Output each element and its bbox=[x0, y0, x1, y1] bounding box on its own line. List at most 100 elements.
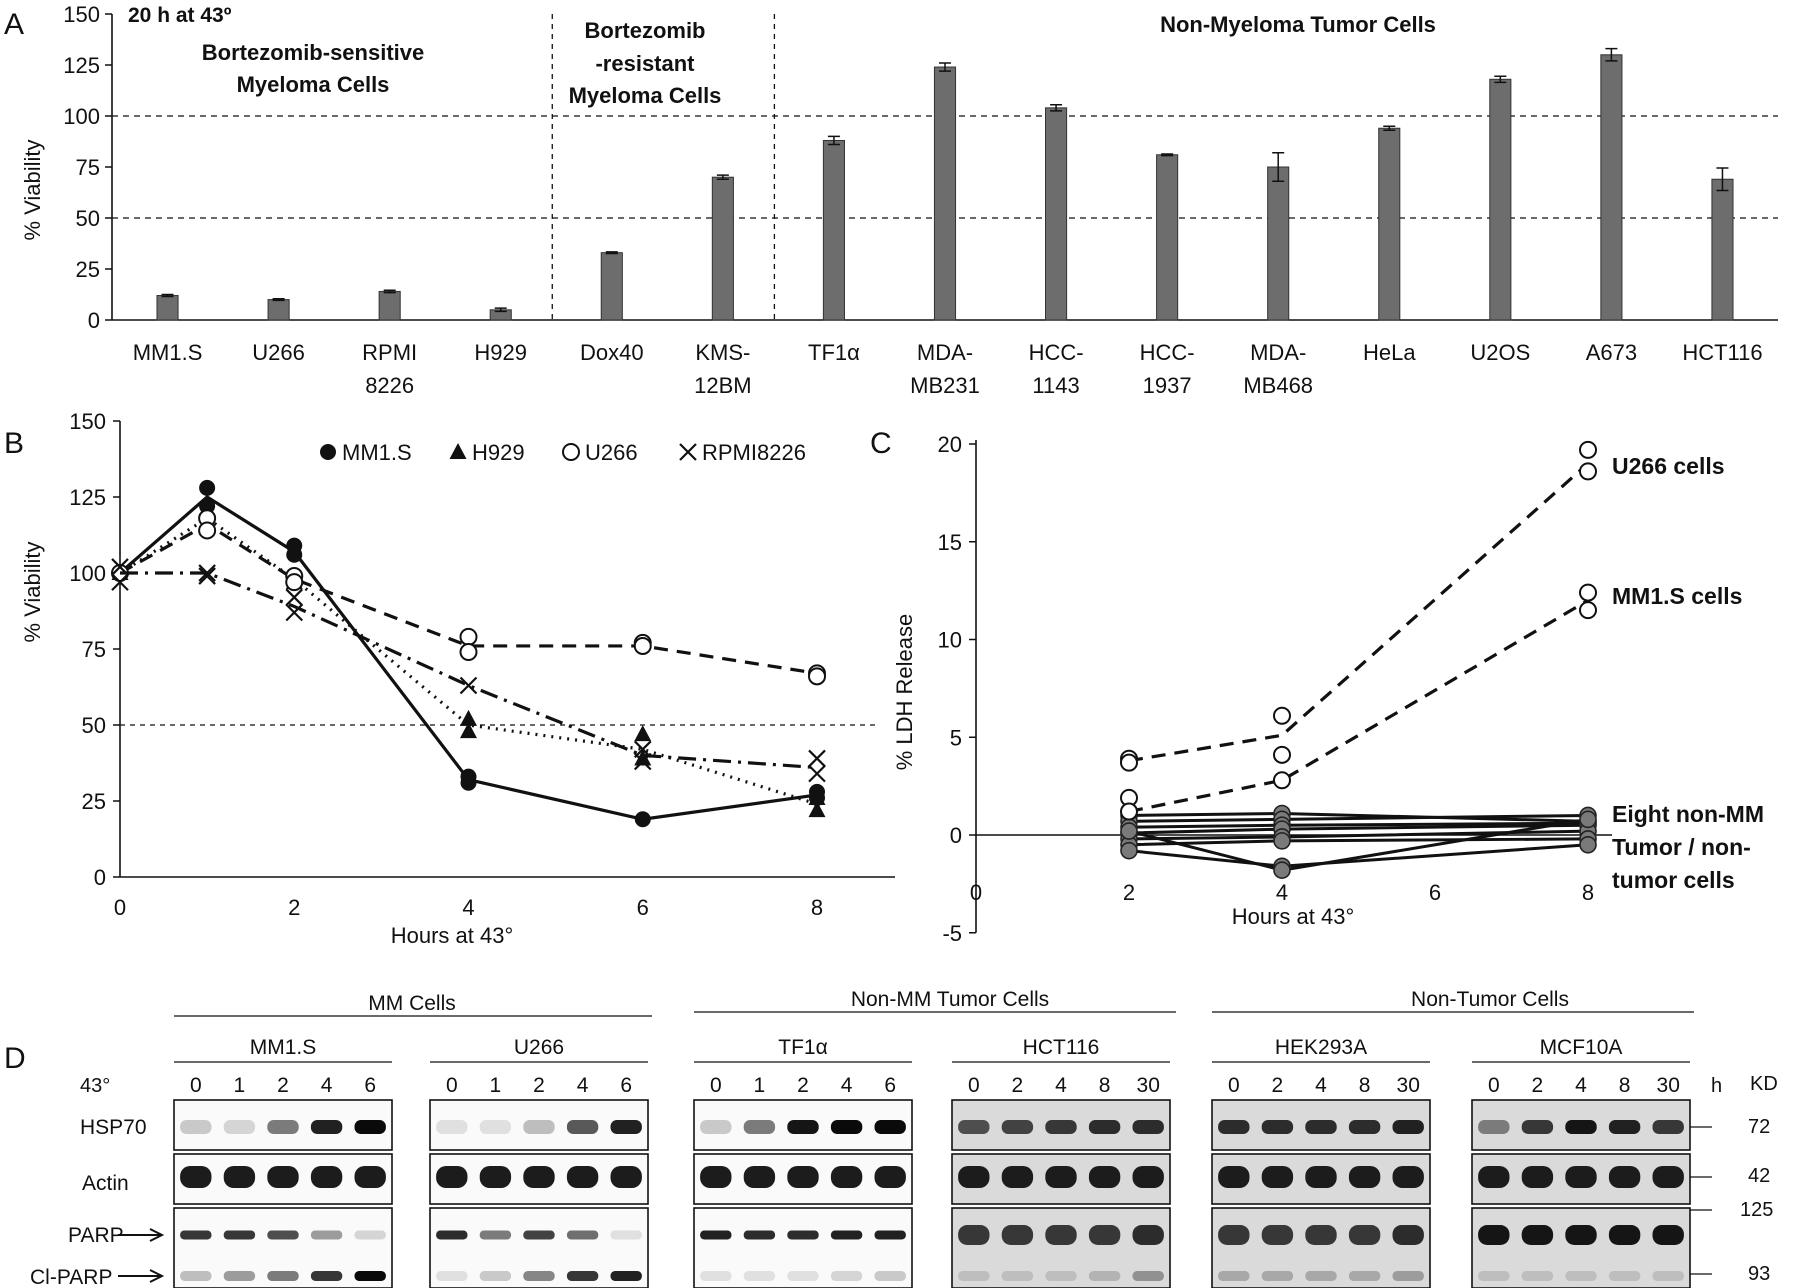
panel-c-chart: -5 0 5 10 15 20 0 2 4 6 8 bbox=[938, 432, 1612, 946]
panel-b-legend-marker bbox=[562, 443, 580, 461]
panel-c-ylabel: % LDH Release bbox=[892, 614, 917, 771]
blot-timepoint: 4 bbox=[577, 1074, 589, 1097]
row-label-parp: PARP bbox=[68, 1224, 124, 1247]
blot-band bbox=[958, 1271, 990, 1281]
panel-c-point bbox=[1273, 771, 1291, 790]
blot-band bbox=[700, 1271, 732, 1281]
blot-band bbox=[1088, 1166, 1121, 1188]
blot-band bbox=[354, 1120, 386, 1134]
blot-band bbox=[1521, 1120, 1554, 1134]
blot-band bbox=[700, 1230, 732, 1240]
panel-a-category-label: 1937 bbox=[1143, 373, 1192, 398]
blot-band bbox=[700, 1120, 732, 1134]
blot-band bbox=[180, 1230, 212, 1240]
blot-timepoint: 0 bbox=[710, 1074, 722, 1097]
blot-band bbox=[610, 1120, 642, 1134]
blot-band bbox=[958, 1166, 990, 1188]
panel-c-point bbox=[1273, 745, 1291, 764]
panel-a-bar bbox=[378, 290, 401, 321]
blot-timepoint: 2 bbox=[1012, 1074, 1024, 1097]
blot-band bbox=[1218, 1271, 1250, 1281]
panel-a-bar bbox=[822, 139, 845, 321]
panel-a-category-label: U266 bbox=[252, 340, 305, 365]
blot-band bbox=[1218, 1120, 1250, 1134]
blot-cell-name: MM1.S bbox=[250, 1036, 317, 1059]
panel-b-point bbox=[808, 667, 826, 686]
panel-b-point bbox=[808, 764, 826, 783]
blot-timepoint: 8 bbox=[1619, 1074, 1631, 1097]
blot-band bbox=[436, 1120, 468, 1134]
blot-band bbox=[1001, 1271, 1034, 1281]
panel-b-series-line bbox=[119, 516, 818, 806]
arrow-icon bbox=[118, 1228, 165, 1242]
panel-c-series-line bbox=[1128, 599, 1589, 814]
blot-band bbox=[787, 1166, 819, 1188]
panel-b-legend-label: RPMI8226 bbox=[702, 440, 806, 465]
blot-band bbox=[1261, 1271, 1294, 1281]
blot-band bbox=[479, 1230, 512, 1240]
blot-timepoint: 0 bbox=[1228, 1074, 1240, 1097]
panel-a-category-label: MB468 bbox=[1243, 373, 1313, 398]
blot-band bbox=[1521, 1271, 1554, 1281]
blot-band bbox=[1565, 1166, 1597, 1188]
blot-band bbox=[830, 1271, 863, 1281]
blot-band bbox=[743, 1230, 776, 1240]
panel-b-point bbox=[460, 722, 477, 739]
panel-b-xlabel: Hours at 43° bbox=[391, 923, 514, 948]
blot-band bbox=[1392, 1120, 1424, 1134]
blot-timepoint: 4 bbox=[1575, 1074, 1587, 1097]
panel-b-point bbox=[285, 603, 304, 622]
panel-label-b: B bbox=[4, 427, 24, 460]
blot-timepoint: 30 bbox=[1657, 1074, 1680, 1097]
panel-a-bar bbox=[1711, 178, 1734, 321]
panel-c-xtick-label: 2 bbox=[1123, 880, 1135, 905]
kd-93: 93 bbox=[1748, 1263, 1770, 1285]
blot-band bbox=[1608, 1166, 1641, 1188]
group1-line2: Myeloma Cells bbox=[237, 72, 390, 97]
blot-band bbox=[523, 1271, 555, 1281]
blot-timepoint: 4 bbox=[1315, 1074, 1327, 1097]
blot-band bbox=[267, 1271, 299, 1281]
blot-band bbox=[566, 1120, 599, 1134]
panel-b-series-line bbox=[120, 571, 818, 770]
panel-a-category-label: MDA- bbox=[1250, 340, 1306, 365]
blot-band bbox=[1478, 1225, 1510, 1245]
group2-line2: -resistant bbox=[595, 51, 695, 76]
panel-b-series-line bbox=[118, 495, 818, 821]
panel-c-ytick-label: -5 bbox=[942, 921, 962, 946]
panel-a-bar bbox=[156, 295, 179, 321]
blot-band bbox=[436, 1166, 468, 1188]
panel-a-error-bar bbox=[161, 293, 174, 298]
blot-timepoint: 2 bbox=[533, 1074, 545, 1097]
panel-c-xtick-label: 0 bbox=[970, 880, 982, 905]
blot-band bbox=[830, 1166, 863, 1188]
blot-band bbox=[267, 1120, 299, 1134]
group1-line1: Bortezomib-sensitive bbox=[202, 40, 425, 65]
blot-band bbox=[1478, 1166, 1510, 1188]
panel-a-category-label: 12BM bbox=[694, 373, 751, 398]
panel-c-gray-point bbox=[1273, 861, 1291, 879]
blot-band bbox=[479, 1120, 512, 1134]
panel-b-legend-marker bbox=[679, 443, 697, 461]
panel-a-error-bar bbox=[1494, 75, 1507, 84]
panel-a-bar bbox=[600, 252, 623, 321]
panel-b-point bbox=[198, 521, 217, 540]
blot-band bbox=[874, 1120, 906, 1134]
panel-c-point bbox=[1579, 462, 1597, 481]
panel-b-chart: 0 25 50 75 100 125 150 0 2 4 6 8 MM1.S H929 U266 RPMI82… bbox=[69, 409, 895, 920]
blot-band bbox=[1045, 1271, 1077, 1281]
blot-band bbox=[310, 1230, 343, 1240]
panel-b-point bbox=[198, 567, 216, 585]
blot-band bbox=[479, 1271, 512, 1281]
blot-band bbox=[223, 1166, 256, 1188]
panel-a-error-bar bbox=[939, 62, 951, 72]
blot-band bbox=[566, 1166, 599, 1188]
panel-c-point bbox=[1579, 583, 1597, 602]
panel-c-point bbox=[1579, 601, 1597, 620]
blot-band bbox=[1608, 1225, 1641, 1245]
panel-b-point bbox=[460, 774, 477, 791]
blot-band bbox=[1132, 1225, 1164, 1245]
panel-a-category-label: HCC- bbox=[1029, 340, 1084, 365]
blot-band bbox=[354, 1230, 386, 1240]
